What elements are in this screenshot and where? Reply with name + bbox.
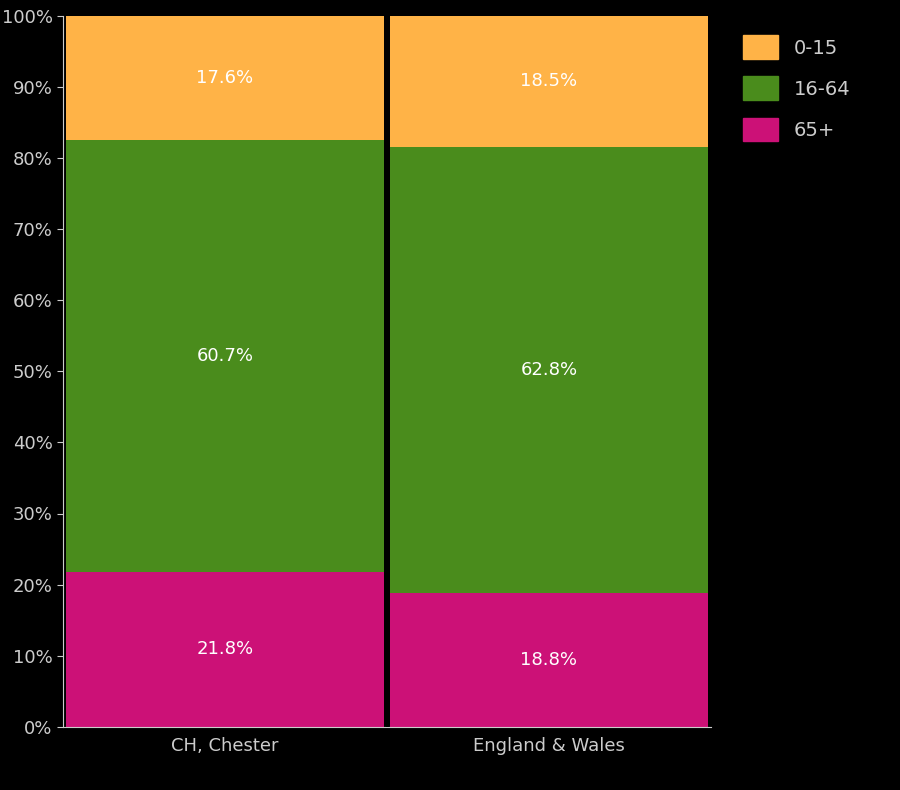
Bar — [67, 572, 383, 727]
Text: 18.5%: 18.5% — [520, 72, 578, 90]
Text: 62.8%: 62.8% — [520, 361, 578, 379]
Bar — [391, 147, 707, 593]
Text: 18.8%: 18.8% — [520, 651, 578, 669]
Bar — [391, 593, 707, 727]
Bar — [67, 15, 383, 141]
Text: 21.8%: 21.8% — [196, 641, 254, 658]
Legend: 0-15, 16-64, 65+: 0-15, 16-64, 65+ — [734, 25, 860, 151]
Text: 17.6%: 17.6% — [196, 69, 254, 87]
Bar — [391, 15, 707, 147]
Text: 60.7%: 60.7% — [196, 347, 254, 365]
Bar — [67, 141, 383, 572]
